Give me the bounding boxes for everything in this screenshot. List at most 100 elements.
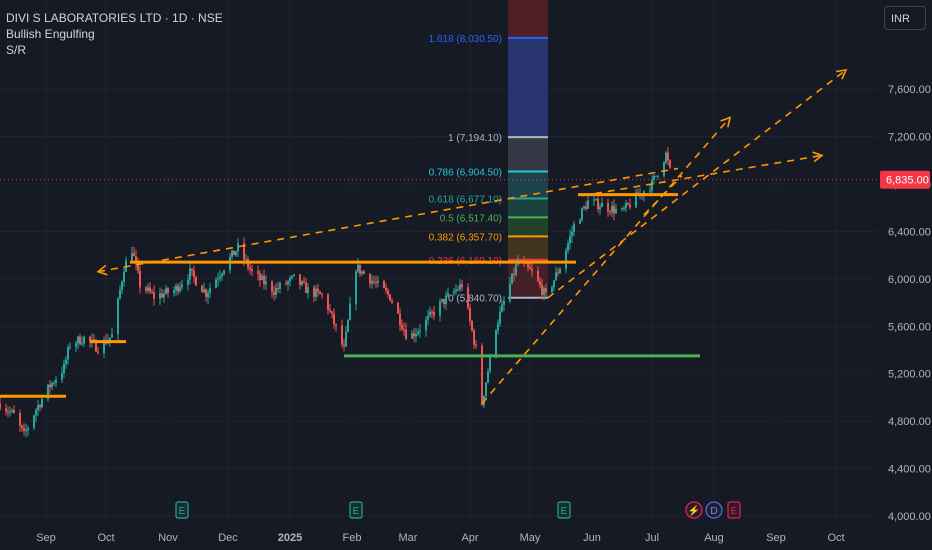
candle-body [621, 208, 623, 210]
candle-body [13, 410, 15, 414]
fib-label-0.786: 0.786 (6,904.50) [429, 167, 502, 178]
candle-body [147, 287, 149, 291]
candle-body [625, 203, 627, 209]
candle-body [383, 280, 385, 289]
candle-body [301, 281, 303, 285]
candle-body [9, 411, 11, 413]
candle-body [217, 278, 219, 280]
candle-body [287, 281, 289, 285]
event-letter: E [353, 506, 360, 517]
candle-body [307, 287, 309, 294]
candle-body [413, 333, 415, 337]
fib-band-0.618 [508, 198, 548, 218]
indicator-bullish-engulfing[interactable]: Bullish Engulfing [6, 27, 95, 41]
candle-body [335, 324, 337, 326]
candle-body [439, 301, 441, 316]
candle-body [63, 363, 65, 374]
candle-body [649, 190, 651, 192]
candle-body [373, 280, 375, 283]
candle-body [571, 231, 573, 236]
candle-body [385, 288, 387, 291]
candle-body [611, 205, 613, 213]
candle-body [665, 152, 667, 163]
candle-body [27, 428, 29, 431]
candle-body [389, 294, 391, 301]
fib-label-0.382: 0.382 (6,357.70) [429, 232, 502, 243]
candle-body [191, 268, 193, 271]
candle-body [377, 280, 379, 283]
price-tick-label: 5,200.00 [888, 369, 931, 381]
current-price-label: 6,835.00 [886, 175, 929, 187]
candle-body [499, 311, 501, 324]
candle-body [459, 284, 461, 290]
trendline [547, 69, 847, 299]
candle-body [109, 337, 111, 341]
time-tick-label: Jul [645, 532, 659, 544]
candle-body [433, 312, 435, 316]
support-resistance [0, 193, 700, 398]
candle-body [33, 415, 35, 429]
candle-body [587, 200, 589, 209]
candle-body [135, 256, 137, 263]
candle-body [415, 334, 417, 337]
candle-body [35, 410, 37, 416]
candle-body [189, 268, 191, 280]
candle-body [151, 291, 153, 293]
candle-body [579, 220, 581, 224]
candle-body [89, 336, 91, 342]
time-tick-label: Jun [583, 532, 601, 544]
candle-body [369, 273, 371, 284]
candle-body [585, 206, 587, 209]
price-tick-label: 4,000.00 [888, 511, 931, 523]
candle-body [417, 331, 419, 335]
candle-body [347, 319, 349, 332]
candle-body [97, 351, 99, 353]
candle-body [235, 251, 237, 256]
candle-body [461, 284, 463, 288]
candle-body [313, 287, 315, 297]
candle-body [237, 243, 239, 252]
candle-body [595, 198, 597, 200]
time-tick-label: Nov [158, 532, 178, 544]
symbol-title[interactable]: DIVI S LABORATORIES LTD · 1D · NSE [6, 11, 223, 25]
candle-body [103, 339, 105, 353]
candle-body [47, 384, 49, 400]
time-tick-label: 2025 [278, 532, 302, 544]
fib-label-0.5: 0.5 (6,517.40) [440, 213, 502, 224]
time-tick-label: Apr [461, 532, 478, 544]
currency-button[interactable]: INR [884, 6, 926, 30]
price-axis: 4,000.00 4,400.00 4,800.00 5,200.00 5,600.00… [880, 84, 931, 523]
candle-body [495, 330, 497, 356]
candle-body [11, 410, 13, 412]
candle-body [215, 279, 217, 289]
candle-body [469, 308, 471, 321]
candle-body [207, 292, 209, 297]
candle-body [343, 344, 345, 347]
candle-body [635, 192, 637, 208]
candle-body [599, 207, 601, 210]
fib-band-0.382 [508, 236, 548, 260]
fib-band-top [508, 0, 548, 38]
indicator-sr[interactable]: S/R [6, 43, 27, 57]
candle-body [5, 408, 7, 412]
fib-label-1.618: 1.618 (8,030.50) [429, 34, 502, 45]
candle-body [355, 271, 357, 304]
candle-body [471, 320, 473, 331]
candle-body [467, 287, 469, 309]
candle-body [653, 176, 655, 180]
event-earnings-icon [349, 501, 363, 519]
candle-body [285, 283, 287, 285]
chart-legend: DIVI S LABORATORIES LTD · 1D · NSE Bulli… [6, 10, 223, 58]
candle-body [357, 264, 359, 272]
candle-body [655, 175, 657, 177]
candle-body [503, 301, 505, 305]
candle-body [153, 292, 155, 299]
candle-body [23, 428, 25, 431]
candle-body [583, 206, 585, 209]
candle-body [319, 291, 321, 295]
candle-body [61, 373, 63, 380]
candle-body [315, 288, 317, 297]
candle-body [121, 281, 123, 290]
